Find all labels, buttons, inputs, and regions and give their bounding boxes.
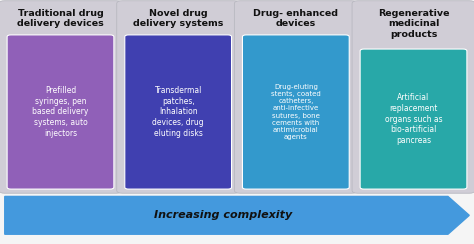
FancyBboxPatch shape — [242, 35, 349, 189]
Text: Increasing complexity: Increasing complexity — [154, 210, 292, 220]
FancyArrow shape — [5, 196, 469, 234]
Text: Novel drug
delivery systems: Novel drug delivery systems — [133, 9, 223, 29]
FancyBboxPatch shape — [125, 35, 231, 189]
Text: Drug- enhanced
devices: Drug- enhanced devices — [253, 9, 338, 29]
Text: Drug-eluting
stents, coated
catheters,
anti-infective
sutures, bone
cements with: Drug-eluting stents, coated catheters, a… — [271, 84, 321, 140]
FancyBboxPatch shape — [0, 1, 122, 193]
FancyBboxPatch shape — [352, 1, 474, 193]
FancyBboxPatch shape — [360, 49, 467, 189]
FancyBboxPatch shape — [234, 1, 357, 193]
Text: Transdermal
patches,
Inhalation
devices, drug
eluting disks: Transdermal patches, Inhalation devices,… — [152, 86, 204, 138]
FancyBboxPatch shape — [7, 35, 114, 189]
Text: Artificial
replacement
organs such as
bio-artificial
pancreas: Artificial replacement organs such as bi… — [385, 93, 442, 145]
Text: Traditional drug
delivery devices: Traditional drug delivery devices — [17, 9, 104, 29]
Text: Prefilled
syringes, pen
based delivery
systems, auto
injectors: Prefilled syringes, pen based delivery s… — [32, 86, 89, 138]
FancyBboxPatch shape — [117, 1, 239, 193]
Text: Regenerative
medicinal
products: Regenerative medicinal products — [378, 9, 449, 39]
